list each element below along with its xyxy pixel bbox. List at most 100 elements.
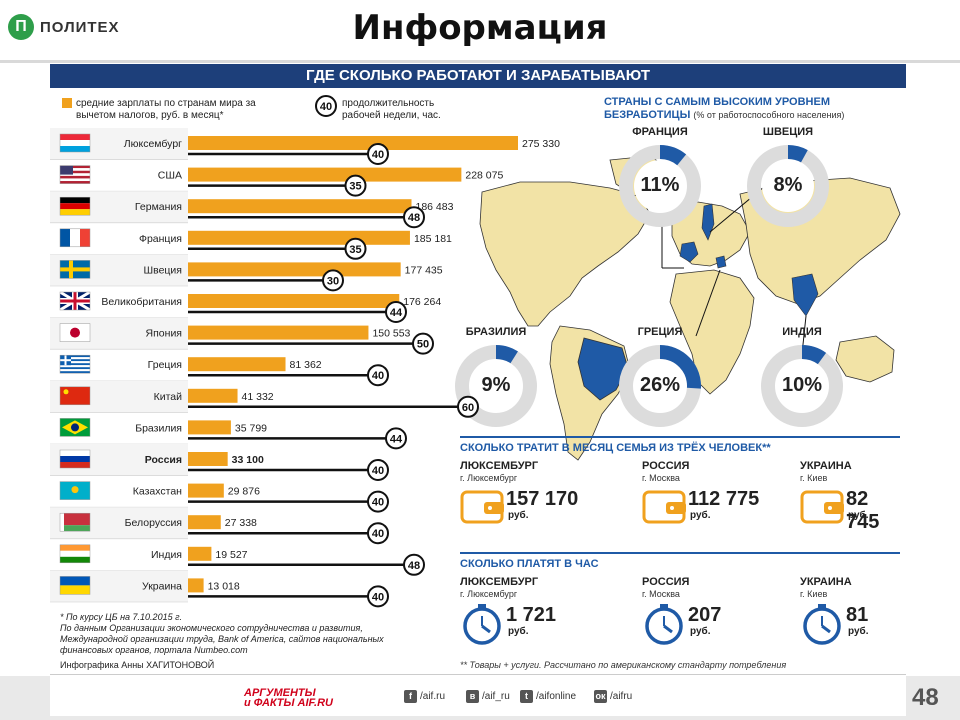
hours-badge: 35 (344, 237, 367, 260)
pie-hole (470, 360, 522, 412)
hours-badge-text: 35 (349, 244, 361, 256)
hours-badge: 40 (367, 143, 389, 165)
hours-badge-circle (412, 332, 434, 355)
map-africa (669, 269, 755, 395)
pie-country-label: ГРЕЦИЯ (637, 326, 683, 338)
map-pointer-greece (695, 269, 721, 337)
hours-badge: 40 (367, 522, 389, 545)
cost-country-label: ЛЮКСЕМБУРГ (460, 576, 539, 588)
legend-hours-text: продолжительность рабочей недели, час. (342, 98, 441, 121)
salary-value-label: 228 075 (465, 170, 503, 182)
footnote-sources: По данным Организации экономического сот… (60, 623, 384, 655)
bar-row: Китай 41 332 60 (50, 380, 479, 418)
pie-slice (659, 145, 687, 166)
page-title: Информация (352, 8, 608, 48)
aif-logo-line1: АРГУМЕНТЫ (244, 687, 316, 699)
category-label: США (158, 170, 182, 182)
hours-badge-text: 50 (417, 339, 429, 351)
cost-country-label: РОССИЯ (642, 576, 690, 588)
social-link[interactable]: ок/aifru (594, 690, 632, 703)
salary-bar (188, 294, 400, 308)
category-label: Франция (139, 233, 182, 245)
salary-value-label: 275 330 (522, 138, 560, 150)
flag-icon (59, 512, 91, 532)
cost-country-label: РОССИЯ (642, 460, 690, 472)
map-australia (835, 335, 895, 383)
spending-divider (460, 436, 900, 438)
category-label: Белоруссия (125, 517, 182, 529)
pie-slice (801, 345, 827, 365)
bar-row: Бразилия 35 799 44 (50, 418, 407, 450)
footnote-rate: * По курсу ЦБ на 7.10.2015 г. (60, 612, 183, 622)
salary-value-label: 13 018 (208, 580, 240, 592)
hours-badge: 50 (412, 332, 434, 355)
bar-row: Россия 33 100 40 (50, 444, 389, 481)
flag-icon (59, 196, 91, 216)
hours-badge-circle (385, 301, 407, 323)
category-label: Люксембург (124, 138, 182, 150)
unemployment-pie (619, 345, 701, 427)
flag-icon (59, 260, 91, 279)
social-link[interactable]: в/aif_ru (466, 690, 510, 703)
flag-icon (59, 228, 91, 248)
salary-bar (188, 515, 221, 530)
hours-badge-text: 40 (372, 591, 384, 603)
salary-bar (188, 199, 412, 214)
stopwatch-icon (645, 604, 683, 645)
hours-badge-text: 40 (372, 465, 384, 477)
wallet-icon (800, 490, 844, 524)
bar-row: США 228 075 35 (50, 165, 503, 197)
cost-amount: 157 170 (506, 488, 579, 510)
unemployment-pies (455, 145, 843, 427)
cost-unit-label: руб. (508, 510, 529, 521)
pie-value-label: 9% (481, 374, 511, 396)
salary-value-label: 186 483 (416, 201, 454, 213)
social-label: /aif_ru (482, 691, 510, 702)
hours-badge-circle (367, 459, 389, 481)
social-link[interactable]: t/aifonline (520, 690, 576, 703)
bar-row: Украина 13 018 40 (50, 570, 389, 608)
cost-country-label: УКРАИНА (800, 576, 852, 588)
bar-row: Япония 150 553 50 (50, 317, 434, 355)
hours-badge-circle (344, 174, 367, 197)
hours-badge-text: 48 (408, 560, 420, 572)
unemployment-heading-note: (% от работоспособного населения) (693, 110, 845, 120)
hours-badge-circle (367, 364, 389, 387)
hours-badge: 44 (385, 427, 407, 450)
pie-slice (495, 345, 518, 364)
poster-title: ГДЕ СКОЛЬКО РАБОТАЮТ И ЗАРАБАТЫВАЮТ (50, 64, 906, 88)
hours-badge: 40 (367, 490, 389, 513)
cost-amount: 81 (846, 604, 869, 626)
salary-value-label: 27 338 (225, 517, 257, 529)
pie-hole (634, 160, 686, 212)
map-north-america (479, 181, 651, 327)
category-label: Великобритания (101, 296, 182, 308)
cost-amount: 112 775 (688, 488, 760, 510)
legend-hours-badge-circle (315, 95, 337, 117)
social-icon: f (404, 690, 417, 703)
salary-value-label: 176 264 (403, 296, 441, 308)
cost-country-label: УКРАИНА (800, 460, 852, 472)
hours-badge: 48 (403, 553, 425, 576)
salary-bar (188, 357, 286, 372)
cost-amount: 82 745 (846, 488, 880, 533)
cost-unit-label: руб. (690, 626, 711, 637)
flag-icon (59, 290, 91, 312)
hours-badge: 40 (367, 459, 389, 481)
flag-icon (59, 576, 91, 595)
hours-badge: 35 (344, 174, 367, 197)
cost-unit-label: руб. (508, 626, 529, 637)
wallet-icon (460, 490, 504, 524)
unemployment-pie (619, 145, 701, 227)
pie-hole (762, 160, 814, 212)
hours-badge: 40 (367, 585, 389, 608)
salary-bar (188, 483, 224, 498)
hours-badge: 30 (322, 269, 344, 292)
cost-amount: 1 721 (506, 604, 557, 626)
hours-badge: 48 (403, 206, 425, 229)
social-link[interactable]: f/aif.ru (404, 690, 445, 703)
category-label: Индия (151, 549, 182, 561)
social-icon: в (466, 690, 479, 703)
politech-logo: П ПОЛИТЕХ (8, 14, 120, 40)
